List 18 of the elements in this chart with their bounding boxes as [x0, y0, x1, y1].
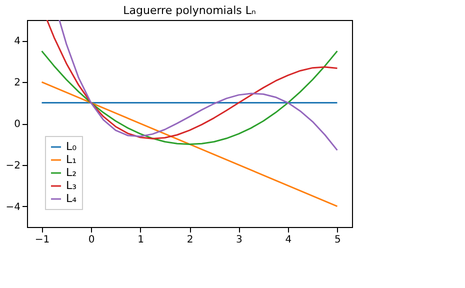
y-tick-label: −2: [6, 160, 20, 172]
x-tick-label: 1: [138, 234, 144, 246]
x-tick-label: 2: [186, 234, 194, 246]
x-tick-label: 0: [88, 234, 95, 246]
legend-label: L₄: [66, 192, 78, 205]
legend-label: L₁: [66, 153, 77, 166]
y-tick-label: −4: [6, 202, 20, 213]
x-tick-label: 4: [285, 234, 292, 246]
y-tick-label: 0: [14, 119, 20, 130]
chart-title: Laguerre polynomials Lₙ: [123, 4, 256, 17]
x-tick-label: 3: [236, 234, 242, 246]
legend-label: L₀: [66, 140, 78, 153]
legend-label: L₂: [66, 166, 77, 179]
y-tick-label: 2: [14, 78, 20, 89]
x-tick-label: −1: [34, 234, 50, 246]
y-tick-label: 4: [14, 36, 20, 48]
legend-label: L₃: [66, 179, 77, 192]
x-tick-label: 5: [334, 234, 341, 246]
